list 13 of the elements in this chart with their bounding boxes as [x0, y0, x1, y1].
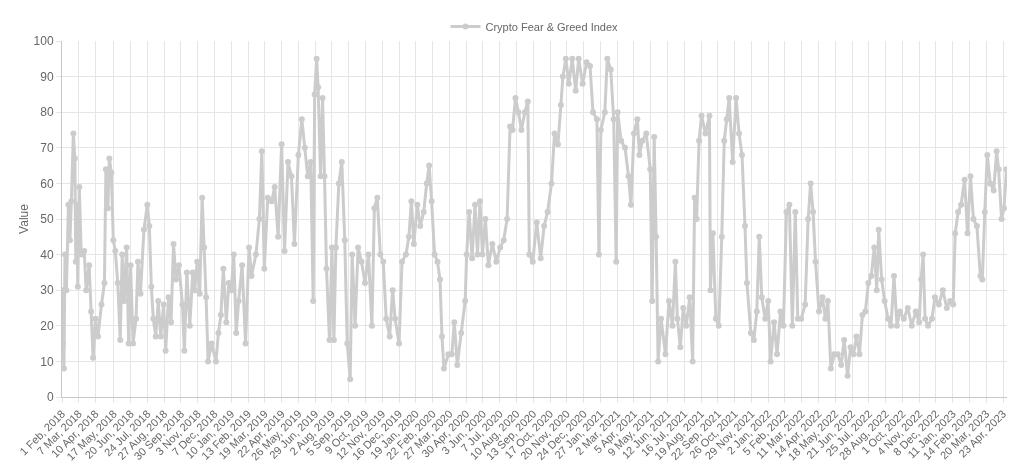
- y-tick-label: 60: [40, 176, 54, 191]
- y-tick-label: 100: [33, 34, 54, 49]
- y-tick-label: 40: [40, 247, 54, 262]
- y-tick-label: 70: [40, 141, 54, 155]
- y-tick-label: 90: [40, 69, 54, 84]
- y-tick-label: 30: [40, 283, 54, 298]
- y-tick-label: 0: [46, 390, 54, 405]
- y-axis-title: Value: [17, 203, 31, 234]
- y-tick-label: 80: [40, 105, 54, 120]
- y-tick-label: 20: [40, 319, 54, 333]
- y-tick-label: 50: [40, 212, 54, 227]
- y-tick-label: 10: [40, 354, 54, 369]
- legend-label: Crypto Fear & Greed Index: [485, 20, 619, 33]
